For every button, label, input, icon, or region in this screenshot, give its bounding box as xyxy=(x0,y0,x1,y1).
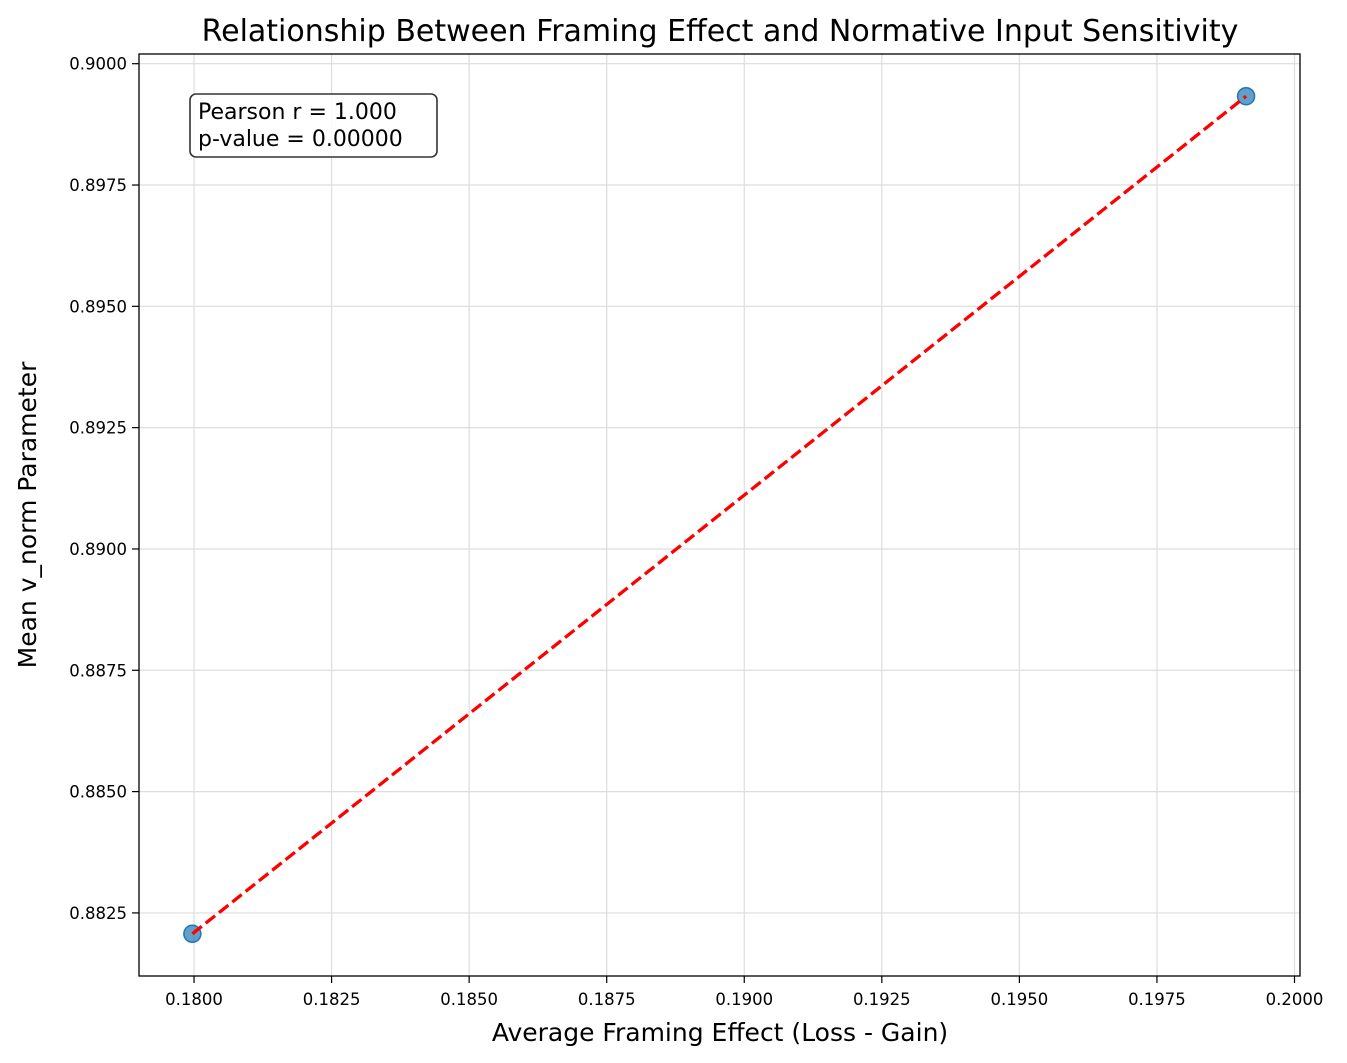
x-tick-label: 0.1875 xyxy=(578,990,636,1009)
y-axis-title: Mean v_norm Parameter xyxy=(13,361,42,668)
stats-annotation: Pearson r = 1.000 p-value = 0.00000 xyxy=(189,93,438,158)
x-tick-label: 0.1975 xyxy=(1128,990,1186,1009)
plot-frame xyxy=(138,53,1301,977)
stats-line-r: Pearson r = 1.000 xyxy=(198,100,397,125)
x-axis-ticks: 0.1800 0.1825 0.1850 0.1875 0.1900 0.1925 0.19… xyxy=(165,976,1323,1009)
x-tick-label: 0.1850 xyxy=(440,990,498,1009)
x-axis-title: Average Framing Effect (Loss - Gain) xyxy=(492,1018,948,1047)
x-tick-label: 0.1925 xyxy=(853,990,911,1009)
x-tick-label: 0.2000 xyxy=(1266,990,1324,1009)
stats-line-p: p-value = 0.00000 xyxy=(198,127,403,152)
y-tick-label: 0.9000 xyxy=(69,55,127,74)
y-tick-label: 0.8900 xyxy=(69,540,127,559)
chart-title: Relationship Between Framing Effect and … xyxy=(202,14,1239,49)
y-tick-label: 0.8950 xyxy=(69,297,127,316)
y-tick-label: 0.8850 xyxy=(69,783,127,802)
fit-line xyxy=(191,94,1248,936)
x-tick-label: 0.1950 xyxy=(991,990,1049,1009)
y-tick-label: 0.8825 xyxy=(69,904,127,923)
y-tick-label: 0.8875 xyxy=(69,661,127,680)
data-points xyxy=(183,86,1256,944)
stats-box xyxy=(189,93,438,158)
y-tick-label: 0.8925 xyxy=(69,419,127,438)
x-tick-label: 0.1825 xyxy=(303,990,361,1009)
x-tick-label: 0.1800 xyxy=(165,990,223,1009)
y-axis-ticks: 0.8825 0.8850 0.8875 0.8900 0.8925 0.8950 0.89… xyxy=(69,55,139,923)
grid-lines xyxy=(139,54,1300,976)
y-tick-label: 0.8975 xyxy=(69,176,127,195)
x-tick-label: 0.1900 xyxy=(715,990,773,1009)
